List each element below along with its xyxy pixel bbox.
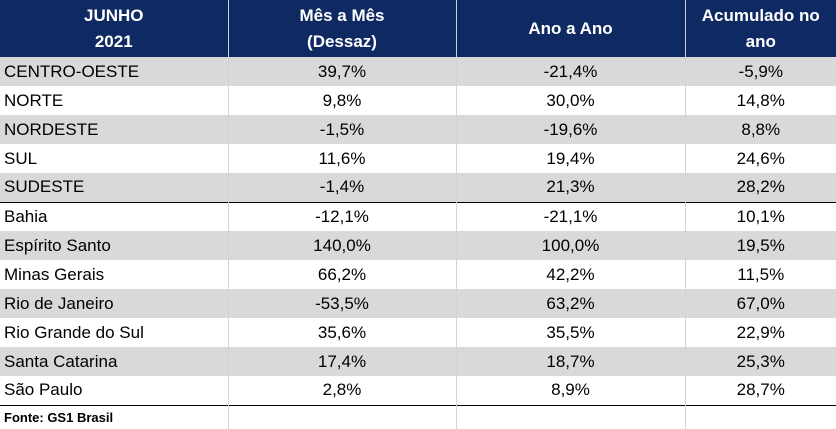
yoy-value: 18,7% [456, 347, 686, 376]
header-year-to-date: Acumulado no ano [685, 0, 836, 57]
mom-value: -53,5% [228, 289, 457, 318]
ytd-value: 11,5% [737, 264, 785, 284]
header-mom-line-1: Mês a Mês [299, 5, 385, 25]
table-row: Minas Gerais 66,2% 42,2% 11,5% [0, 260, 836, 289]
ytd-value: 67,0% [736, 293, 785, 313]
ytd-value: 10,1% [685, 201, 836, 231]
yoy-value: -19,6% [456, 115, 686, 144]
ytd-value: 24,6% [736, 148, 785, 168]
table-row: NORDESTE -1,5% -19,6% 8,8% [0, 115, 836, 144]
source-note: Fonte: GS1 Brasil [0, 404, 229, 429]
ytd-value: 28,2% [736, 177, 785, 197]
table-row: Espírito Santo 140,0% 100,0% 19,5% [0, 231, 836, 260]
mom-value: -1,4% [228, 173, 457, 202]
mom-value: -12,1% [228, 201, 457, 231]
empty-cell [228, 404, 457, 429]
region-name: SUL [0, 144, 229, 173]
yoy-value: 42,2% [456, 260, 686, 289]
header-period: JUNHO 2021 [0, 0, 229, 57]
yoy-value: 19,4% [456, 144, 686, 173]
mom-value: 39,7% [228, 57, 457, 86]
region-name: NORTE [0, 86, 229, 115]
ytd-value: 14,8% [736, 90, 785, 110]
yoy-value: 100,0% [456, 231, 686, 260]
ytd-value: 28,7% [736, 380, 785, 400]
state-name: Espírito Santo [0, 231, 229, 260]
mom-value: 140,0% [228, 231, 457, 260]
mom-value: 9,8% [228, 86, 457, 115]
region-name: CENTRO-OESTE [0, 57, 229, 86]
state-name: Santa Catarina [0, 347, 229, 376]
mom-value: 2,8% [228, 376, 457, 405]
yoy-value: 21,3% [456, 173, 686, 202]
table-row: SUL 11,6% 19,4% 24,6% [0, 144, 836, 173]
table-row: SUDESTE -1,4% 21,3% 28,2% [0, 173, 836, 202]
yoy-value: 35,5% [456, 318, 686, 347]
mom-value: -1,5% [228, 115, 457, 144]
header-year-over-year: Ano a Ano [456, 0, 686, 57]
ytd-value: 25,3% [736, 351, 785, 371]
yoy-value: 8,9% [456, 376, 686, 405]
ytd-value: 19,5% [736, 235, 785, 255]
header-ytd-line-1: Acumulado no [701, 5, 820, 25]
table-row: Santa Catarina 17,4% 18,7% 25,3% [0, 347, 836, 376]
mom-value: 66,2% [228, 260, 457, 289]
table-row: Rio Grande do Sul 35,6% 35,5% 22,9% [0, 318, 836, 347]
table-row: CENTRO-OESTE 39,7% -21,4% -5,9% [0, 57, 836, 86]
header-yoy-line-1: Ano a Ano [528, 18, 613, 38]
mom-value: 35,6% [228, 318, 457, 347]
table-row: Rio de Janeiro -53,5% 63,2% 67,0% [0, 289, 836, 318]
state-name: Rio de Janeiro [0, 289, 229, 318]
mom-value: 11,6% [228, 144, 457, 173]
table-row: Bahia -12,1% -21,1% 10,1% [0, 201, 836, 231]
state-name: São Paulo [0, 376, 229, 405]
table-row: São Paulo 2,8% 8,9% 28,7% [0, 376, 836, 405]
yoy-value: -21,1% [456, 201, 686, 231]
header-ytd-line-2: ano [745, 31, 776, 51]
region-name: SUDESTE [0, 173, 229, 202]
source-row: Fonte: GS1 Brasil [0, 404, 836, 429]
header-month-over-month: Mês a Mês (Dessaz) [228, 0, 457, 57]
header-row: JUNHO 2021 Mês a Mês (Dessaz) Ano a Ano … [0, 0, 836, 57]
table-row: NORTE 9,8% 30,0% 14,8% [0, 86, 836, 115]
empty-cell [685, 404, 836, 429]
yoy-value: -21,4% [456, 57, 686, 86]
header-period-line-1: JUNHO [83, 5, 144, 25]
header-mom-line-2: (Dessaz) [307, 31, 377, 51]
state-name: Bahia [0, 201, 229, 231]
ytd-value: 8,8% [741, 119, 781, 139]
region-name: NORDESTE [0, 115, 229, 144]
ytd-value: 22,9% [736, 322, 785, 342]
state-name: Minas Gerais [0, 260, 229, 289]
ytd-value: -5,9% [738, 61, 783, 81]
yoy-value: 30,0% [456, 86, 686, 115]
mom-value: 17,4% [228, 347, 457, 376]
yoy-value: 63,2% [456, 289, 686, 318]
empty-cell [456, 404, 686, 429]
state-name: Rio Grande do Sul [0, 318, 229, 347]
header-period-line-2: 2021 [94, 31, 133, 51]
